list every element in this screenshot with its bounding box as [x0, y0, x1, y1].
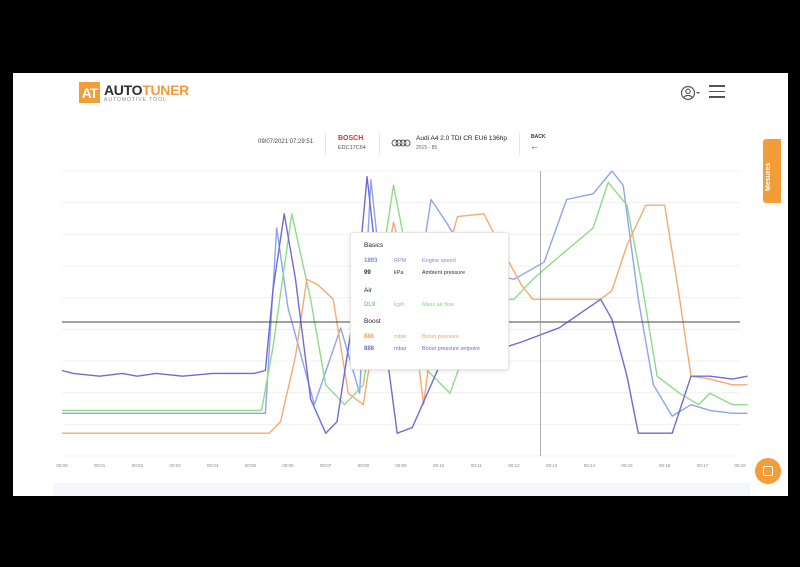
tooltip-name: Boost pressure setpoint — [422, 346, 480, 352]
measures-tab-label: Mesures — [765, 162, 772, 191]
tooltip-row: 1893 RPM Engine speed — [364, 258, 504, 266]
x-tick-label: 00:15 — [621, 463, 633, 468]
tooltip-unit: mbar — [394, 334, 407, 340]
ecu-brand: BOSCH — [338, 135, 364, 142]
x-tick-label: 00:04 — [207, 463, 219, 468]
session-info-bar: 09/07/2021 07:29:51 BOSCH EDC17C64 Audi … — [13, 133, 788, 163]
x-tick-label: 00:10 — [433, 463, 445, 468]
x-tick-label: 00:07 — [320, 463, 332, 468]
app-logo[interactable]: AT AUTOTUNER AUTOMOTIVE TOOL — [79, 82, 189, 103]
session-datetime: 09/07/2021 07:29:51 — [258, 139, 314, 145]
x-tick-label: 00:08 — [358, 463, 370, 468]
series-line — [62, 204, 748, 434]
audi-rings-icon — [391, 139, 411, 147]
x-tick-label: 00:17 — [697, 463, 709, 468]
chart-scrollbar[interactable] — [53, 483, 750, 496]
tooltip-value: 99 — [364, 270, 371, 276]
tooltip-value: 888 — [364, 334, 375, 340]
x-tick-label: 00:14 — [584, 463, 596, 468]
x-tick-label: 00:11 — [471, 463, 482, 468]
divider — [325, 133, 326, 155]
car-name: Audi A4 2.0 TDI CR EU6 136hp — [416, 135, 507, 142]
logo-name: AUTOTUNER — [104, 81, 189, 98]
ecu-model: EDC17C64 — [338, 145, 366, 151]
tooltip-name: Boost pressure — [422, 334, 459, 340]
divider — [379, 133, 380, 155]
x-tick-label: 00:00 — [56, 463, 68, 468]
divider — [519, 133, 520, 155]
tooltip-group-title: Air — [364, 287, 372, 294]
tooltip-unit: kPa — [394, 270, 404, 276]
tooltip-row: 888 mbar Boost pressure — [364, 334, 504, 342]
app-screen: 00:00 00:01 00:02 00:03 00:04 00:05 00:06 00:07… — [13, 73, 788, 496]
x-tick-label: 00:01 — [94, 463, 106, 468]
chat-button[interactable] — [755, 458, 781, 484]
tooltip-unit: mbar — [394, 346, 407, 352]
x-tick-label: 00:13 — [546, 463, 558, 468]
menu-icon[interactable] — [709, 85, 725, 99]
tooltip-name: Ambient pressure — [422, 270, 466, 276]
tooltip-row: 99 kPa Ambient pressure — [364, 270, 504, 278]
x-tick-label: 00:09 — [395, 463, 407, 468]
tooltip-name: Mass air flow — [422, 302, 455, 308]
tooltip-group-title: Boost — [364, 318, 381, 325]
arrow-left-icon[interactable]: ← — [530, 141, 539, 151]
x-tick-label: 00:02 — [132, 463, 144, 468]
tooltip-unit: kg/h — [394, 302, 405, 308]
x-tick-label: 00:06 — [282, 463, 294, 468]
x-tick-label: 00:03 — [169, 463, 181, 468]
x-axis: 00:00 00:01 00:02 00:03 00:04 00:05 00:06 00:07… — [56, 463, 746, 468]
measures-tab[interactable]: Mesures — [763, 139, 781, 203]
car-years: 2015 - 85 — [416, 145, 438, 151]
tooltip-row: DL9 kg/h Mass air flow — [364, 302, 504, 310]
tooltip-value: DL9 — [364, 302, 376, 308]
x-tick-label: 00:16 — [659, 463, 671, 468]
x-tick-label: 00:05 — [245, 463, 257, 468]
tooltip-name: Engine speed — [422, 258, 456, 264]
tooltip-value: 888 — [364, 346, 375, 352]
chart-tooltip: Basics 1893 RPM Engine speed 99 kPa Ambi… — [350, 232, 509, 370]
logo-mark: AT — [79, 82, 100, 103]
back-button[interactable]: BACK — [531, 134, 546, 140]
chat-icon — [763, 466, 773, 476]
tooltip-unit: RPM — [394, 258, 407, 264]
x-tick-label: 00:18 — [734, 463, 746, 468]
tooltip-row: 888 mbar Boost pressure setpoint — [364, 346, 504, 354]
logo-tagline: AUTOMOTIVE TOOL — [104, 96, 167, 103]
tooltip-value: 1893 — [364, 258, 378, 264]
x-tick-label: 00:12 — [508, 463, 520, 468]
tooltip-group-title: Basics — [364, 242, 384, 249]
user-icon[interactable] — [680, 84, 700, 102]
